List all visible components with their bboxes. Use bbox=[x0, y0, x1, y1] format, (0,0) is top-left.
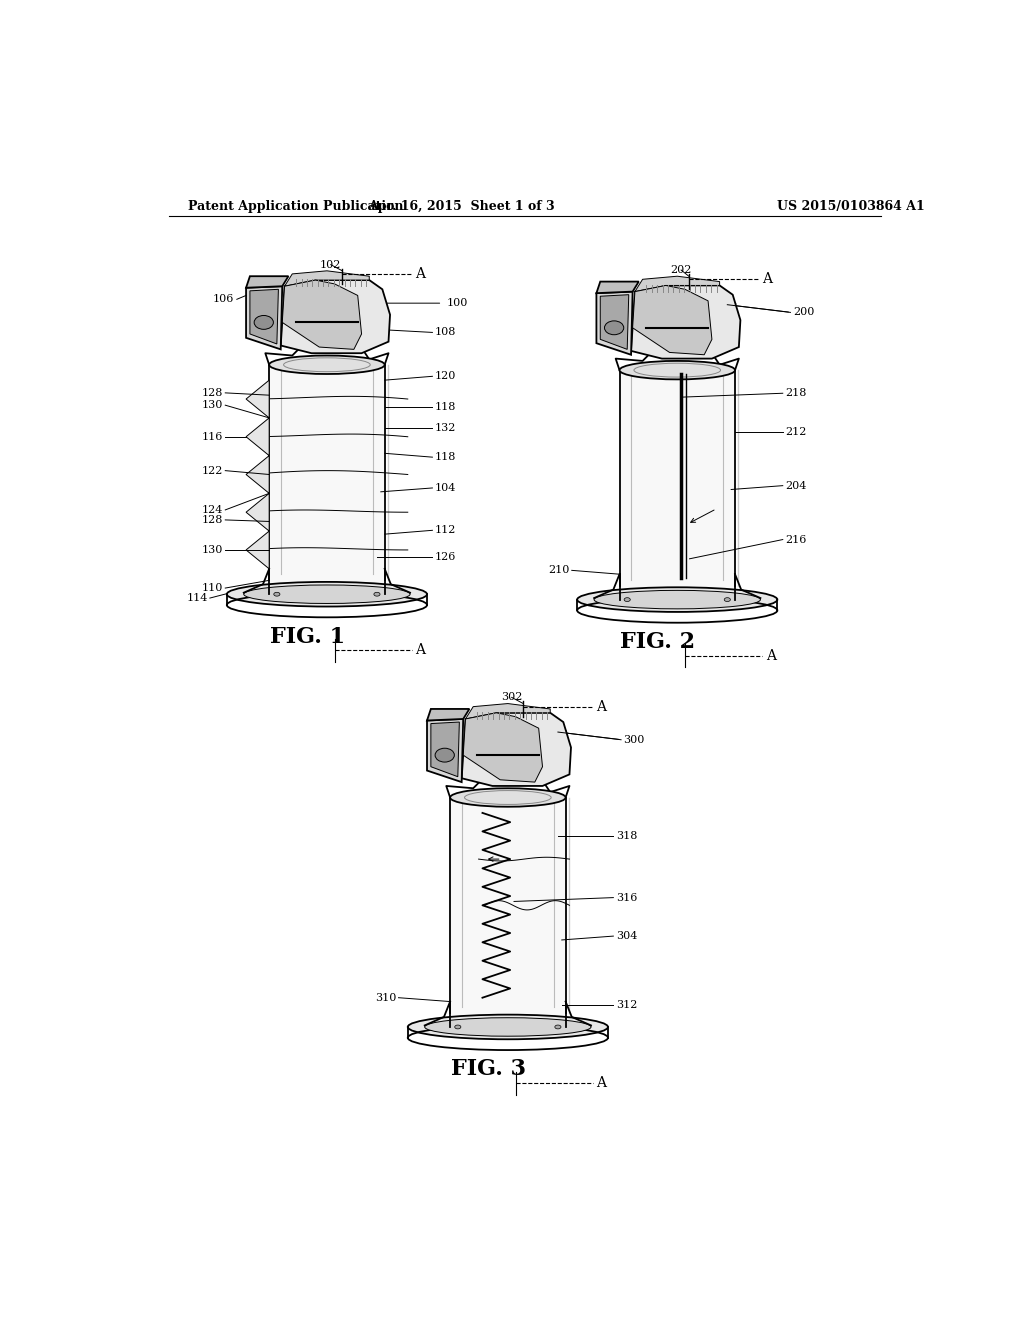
Polygon shape bbox=[427, 709, 469, 721]
Text: 318: 318 bbox=[615, 832, 637, 841]
Bar bbox=[451, 797, 565, 1027]
Text: 132: 132 bbox=[435, 422, 456, 433]
Text: 316: 316 bbox=[615, 892, 637, 903]
Text: 200: 200 bbox=[793, 308, 814, 317]
Text: A: A bbox=[416, 643, 425, 657]
Text: 118: 118 bbox=[435, 453, 456, 462]
Ellipse shape bbox=[594, 590, 761, 609]
Polygon shape bbox=[246, 531, 269, 569]
Text: 130: 130 bbox=[202, 545, 223, 554]
Text: 302: 302 bbox=[501, 693, 522, 702]
Text: FIG. 1: FIG. 1 bbox=[270, 626, 345, 648]
Polygon shape bbox=[283, 280, 361, 350]
Ellipse shape bbox=[254, 315, 273, 330]
Text: 128: 128 bbox=[202, 388, 223, 397]
Text: Apr. 16, 2015  Sheet 1 of 3: Apr. 16, 2015 Sheet 1 of 3 bbox=[369, 199, 555, 213]
Polygon shape bbox=[285, 271, 370, 286]
Text: 218: 218 bbox=[785, 388, 807, 399]
Text: 102: 102 bbox=[321, 260, 341, 269]
Polygon shape bbox=[633, 285, 712, 355]
Polygon shape bbox=[246, 276, 289, 288]
Text: 312: 312 bbox=[615, 1001, 637, 1010]
Ellipse shape bbox=[226, 582, 427, 607]
Bar bbox=[269, 364, 385, 594]
Text: 126: 126 bbox=[435, 552, 456, 562]
Ellipse shape bbox=[425, 1018, 591, 1036]
Polygon shape bbox=[427, 719, 463, 781]
Ellipse shape bbox=[455, 1026, 461, 1028]
Text: 108: 108 bbox=[435, 327, 456, 338]
Text: 118: 118 bbox=[435, 403, 456, 412]
Text: FIG. 2: FIG. 2 bbox=[621, 631, 695, 653]
Polygon shape bbox=[431, 722, 460, 776]
Text: 122: 122 bbox=[202, 466, 223, 475]
Polygon shape bbox=[463, 713, 543, 781]
Polygon shape bbox=[246, 455, 269, 494]
Text: 116: 116 bbox=[202, 432, 223, 442]
Ellipse shape bbox=[374, 593, 380, 597]
Ellipse shape bbox=[435, 748, 455, 762]
Text: 128: 128 bbox=[202, 515, 223, 525]
Polygon shape bbox=[246, 494, 269, 531]
Polygon shape bbox=[462, 713, 571, 785]
Polygon shape bbox=[466, 704, 550, 719]
Ellipse shape bbox=[555, 1026, 561, 1028]
Text: A: A bbox=[766, 649, 776, 663]
Text: A: A bbox=[416, 267, 425, 281]
Polygon shape bbox=[596, 292, 633, 355]
Text: FIG. 3: FIG. 3 bbox=[452, 1059, 526, 1080]
Text: 130: 130 bbox=[202, 400, 223, 411]
Ellipse shape bbox=[625, 598, 631, 602]
Text: 216: 216 bbox=[785, 535, 807, 545]
Text: 300: 300 bbox=[624, 735, 645, 744]
Text: 310: 310 bbox=[375, 993, 396, 1003]
Ellipse shape bbox=[273, 593, 280, 597]
Polygon shape bbox=[246, 418, 269, 455]
Ellipse shape bbox=[408, 1015, 608, 1039]
Text: A: A bbox=[762, 272, 772, 286]
Ellipse shape bbox=[244, 585, 410, 603]
Ellipse shape bbox=[620, 360, 735, 379]
Text: US 2015/0103864 A1: US 2015/0103864 A1 bbox=[777, 199, 925, 213]
Text: 106: 106 bbox=[213, 294, 234, 305]
Ellipse shape bbox=[604, 321, 624, 335]
Ellipse shape bbox=[724, 598, 730, 602]
Polygon shape bbox=[635, 276, 720, 292]
Polygon shape bbox=[250, 289, 279, 345]
Text: 114: 114 bbox=[186, 593, 208, 603]
Text: 212: 212 bbox=[785, 426, 807, 437]
Text: 202: 202 bbox=[671, 265, 692, 275]
Bar bbox=[620, 370, 735, 599]
Polygon shape bbox=[596, 281, 639, 293]
Text: 204: 204 bbox=[785, 480, 807, 491]
Polygon shape bbox=[281, 280, 390, 354]
Ellipse shape bbox=[578, 587, 777, 612]
Text: 124: 124 bbox=[202, 506, 223, 515]
Polygon shape bbox=[631, 285, 740, 359]
Text: 104: 104 bbox=[435, 483, 456, 492]
Text: 112: 112 bbox=[435, 525, 456, 536]
Text: A: A bbox=[596, 700, 606, 714]
Text: 210: 210 bbox=[548, 565, 569, 576]
Text: A: A bbox=[596, 1076, 606, 1090]
Text: Patent Application Publication: Patent Application Publication bbox=[188, 199, 403, 213]
Text: 100: 100 bbox=[446, 298, 468, 308]
Polygon shape bbox=[246, 380, 269, 418]
Text: 304: 304 bbox=[615, 931, 637, 941]
Polygon shape bbox=[600, 294, 629, 350]
Ellipse shape bbox=[451, 788, 565, 807]
Text: 120: 120 bbox=[435, 371, 456, 381]
Ellipse shape bbox=[269, 355, 385, 374]
Polygon shape bbox=[246, 286, 283, 350]
Text: 110: 110 bbox=[202, 583, 223, 593]
